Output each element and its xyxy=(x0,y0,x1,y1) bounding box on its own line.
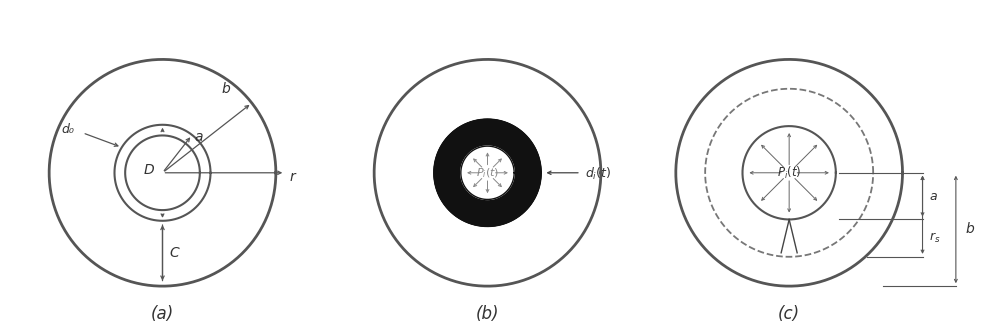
Text: r: r xyxy=(289,170,295,184)
Text: d₀: d₀ xyxy=(61,123,74,136)
Polygon shape xyxy=(434,119,541,226)
Text: a: a xyxy=(929,190,937,203)
Polygon shape xyxy=(461,146,514,200)
Text: (c): (c) xyxy=(778,305,800,323)
Text: b: b xyxy=(965,222,974,236)
Text: (b): (b) xyxy=(476,305,499,323)
Text: D: D xyxy=(144,163,154,177)
Text: $d_i(t)$: $d_i(t)$ xyxy=(585,166,611,182)
Text: $P_i(t)$: $P_i(t)$ xyxy=(777,165,801,181)
Text: (a): (a) xyxy=(151,305,174,323)
Text: b: b xyxy=(221,82,230,96)
Text: C: C xyxy=(169,246,179,260)
Text: $r_s$: $r_s$ xyxy=(929,231,941,245)
Text: $P_i(t)$: $P_i(t)$ xyxy=(476,166,499,180)
Text: a: a xyxy=(195,130,203,144)
